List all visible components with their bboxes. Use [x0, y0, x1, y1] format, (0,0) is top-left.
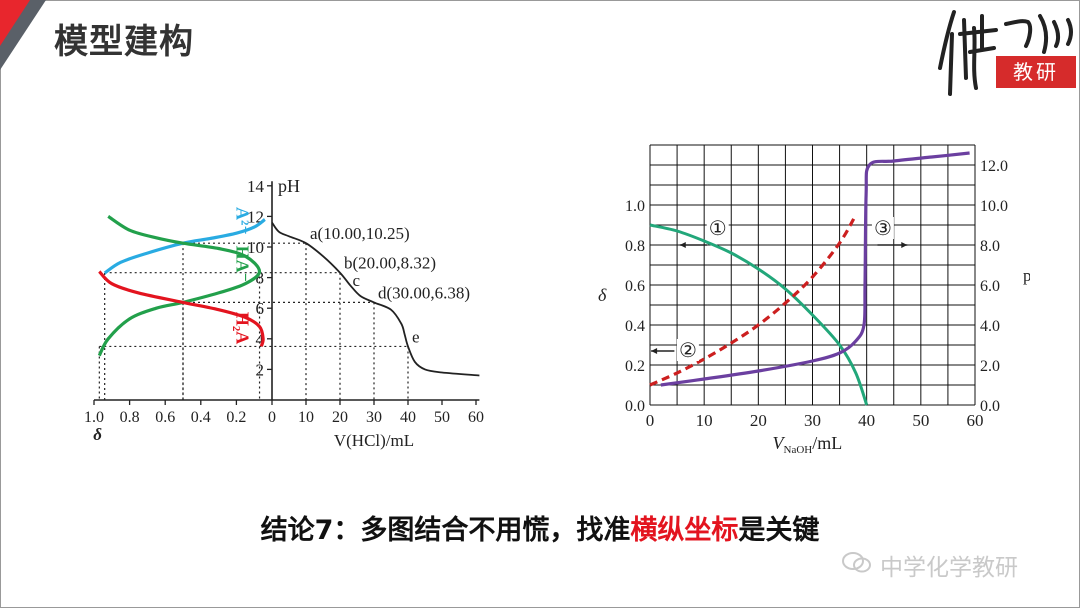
arrow-head: [679, 242, 686, 248]
ph-tick-label: 0.0: [980, 398, 1000, 415]
x-tick-label: 50: [434, 409, 450, 426]
chart-titration-naoh: 0 10 20 30 40 50 600.00.20.40.60.81.00.02.04.0…: [598, 144, 1030, 456]
delta-axis-label: δ: [93, 425, 102, 444]
conclusion-text: 结论7：多图结合不用慌，找准横纵坐标是关键: [0, 508, 1080, 547]
y-tick-label: 2: [256, 360, 265, 379]
conclusion-suffix: 是关键: [738, 515, 820, 546]
series-label-2: H₂A: [232, 312, 252, 344]
delta-tick-label: 0.4: [191, 409, 211, 426]
series-line-2: [660, 151, 970, 387]
x-tick-label: 0: [646, 411, 655, 430]
label-bg: [676, 339, 699, 361]
arrow-head: [901, 242, 908, 248]
x-tick-label: 10: [696, 411, 713, 430]
curve-label-2: ③: [874, 218, 892, 240]
delta-tick-label: 0.2: [625, 358, 645, 375]
chart-titration-hcl: 2468101214pH01020304050601.00.80.60.40.2…: [84, 176, 484, 450]
ph-tick-label: 8.0: [980, 238, 1000, 255]
series-line-0: [103, 218, 266, 275]
delta-axis-label: δ: [598, 285, 607, 305]
corner-decoration-red: [0, 0, 30, 46]
page-title: 模型建构: [54, 22, 194, 62]
ph-tick-label: 4.0: [980, 318, 1000, 335]
wechat-icon: [842, 552, 871, 573]
x-tick-label: 10: [298, 409, 314, 426]
x-tick-label: 30: [366, 409, 382, 426]
logo-calligraphy: [938, 10, 1073, 96]
delta-tick-label: 0.8: [120, 409, 140, 426]
point-annotation: a(10.00,10.25): [310, 224, 410, 243]
curve-label-1: ②: [679, 340, 697, 362]
label-bg: [871, 217, 894, 239]
x-axis-label: V(HCl)/mL: [334, 431, 414, 450]
delta-tick-label: 0.2: [226, 409, 246, 426]
y-tick-label: 4: [256, 330, 265, 349]
y-tick-label: 6: [256, 299, 265, 318]
series-label-1: HA⁻: [232, 246, 252, 283]
delta-tick-label: 1.0: [625, 198, 645, 215]
series-line-2: [98, 270, 265, 347]
y-tick-label: 14: [247, 177, 265, 196]
x-tick-label: 50: [912, 411, 929, 430]
delta-tick-label: 0.6: [155, 409, 175, 426]
y-axis-label: pH: [278, 176, 300, 196]
ph-tick-label: 2.0: [980, 358, 1000, 375]
delta-tick-label: 0.8: [625, 238, 645, 255]
x-tick-label: 40: [400, 409, 416, 426]
watermark-text: 中学化学教研: [880, 555, 1018, 581]
series-line-1: [97, 215, 262, 357]
x-tick-label: 0: [268, 409, 276, 426]
delta-tick-label: 0.4: [625, 318, 645, 335]
arrow-head: [651, 348, 658, 354]
series-line-3: [271, 221, 480, 377]
ph-tick-label: 6.0: [980, 278, 1000, 295]
curve-label-0: ①: [709, 218, 727, 240]
logo-badge: 教研: [996, 56, 1076, 88]
delta-tick-label: 1.0: [84, 409, 104, 426]
x-tick-label: 60: [468, 409, 484, 426]
x-tick-label: 20: [750, 411, 767, 430]
point-annotation: e: [412, 327, 420, 346]
x-tick-label: 40: [858, 411, 875, 430]
conclusion-highlight: 横纵坐标: [630, 515, 739, 546]
ph-axis-label: pH: [1023, 266, 1030, 285]
label-bg: [706, 217, 729, 239]
x-axis-label: VNaOH/mL: [773, 433, 843, 456]
series-line-0: [649, 223, 869, 406]
point-annotation: d(30.00,6.38): [378, 283, 470, 302]
conclusion-prefix: 结论7：多图结合不用慌，找准: [260, 515, 631, 546]
point-annotation: b(20.00,8.32): [344, 254, 436, 273]
x-tick-label: 20: [332, 409, 348, 426]
delta-tick-label: 0.6: [625, 278, 645, 295]
point-annotation: c: [353, 271, 361, 290]
series-line-1: [649, 214, 858, 387]
x-tick-label: 60: [967, 411, 984, 430]
ph-tick-label: 12.0: [980, 158, 1008, 175]
delta-tick-label: 0.0: [625, 398, 645, 415]
x-tick-label: 30: [804, 411, 821, 430]
series-label-0: A²⁻: [232, 207, 252, 235]
ph-tick-label: 10.0: [980, 198, 1008, 215]
